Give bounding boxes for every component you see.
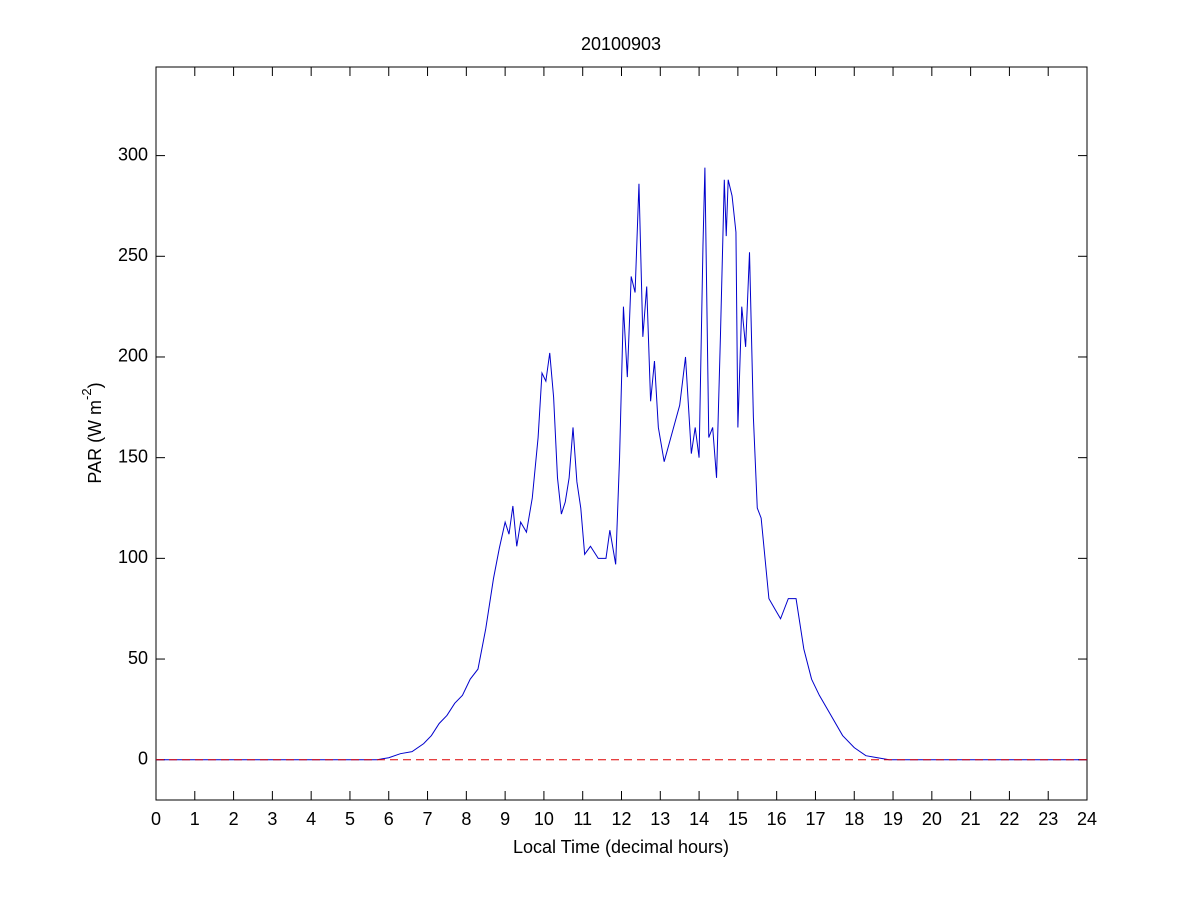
- y-tick-label: 100: [118, 547, 148, 567]
- y-tick-label: 250: [118, 245, 148, 265]
- y-label-superscript: -2: [79, 388, 94, 400]
- x-tick-label: 1: [190, 809, 200, 829]
- y-tick-label: 200: [118, 346, 148, 366]
- plot-box: [155, 66, 1088, 801]
- x-tick-label: 16: [767, 809, 787, 829]
- x-tick-label: 3: [267, 809, 277, 829]
- x-tick-label: 22: [999, 809, 1019, 829]
- y-label-text: PAR (W m: [85, 400, 105, 484]
- y-tick-label: 0: [138, 748, 148, 768]
- chart-title: 20100903: [581, 34, 661, 54]
- x-tick-label: 17: [805, 809, 825, 829]
- x-tick-label: 10: [534, 809, 554, 829]
- x-tick-label: 20: [922, 809, 942, 829]
- x-tick-label: 8: [461, 809, 471, 829]
- x-tick-label: 18: [844, 809, 864, 829]
- x-tick-label: 11: [573, 809, 592, 829]
- x-tick-label: 5: [345, 809, 355, 829]
- x-tick-label: 24: [1077, 809, 1097, 829]
- data-line: [156, 167, 1087, 761]
- x-tick-label: 15: [728, 809, 748, 829]
- x-tick-label: 19: [883, 809, 903, 829]
- y-tick-label: 50: [128, 648, 148, 668]
- x-tick-label: 23: [1038, 809, 1058, 829]
- x-tick-label: 0: [151, 809, 161, 829]
- x-tick-label: 7: [423, 809, 433, 829]
- y-tick-label: 300: [118, 144, 148, 164]
- x-tick-label: 14: [689, 809, 709, 829]
- x-tick-label: 21: [961, 809, 981, 829]
- x-tick-label: 13: [650, 809, 670, 829]
- y-tick-label: 150: [118, 446, 148, 466]
- x-tick-label: 2: [229, 809, 239, 829]
- y-label-suffix: ): [85, 382, 105, 388]
- x-tick-label: 12: [611, 809, 631, 829]
- x-tick-label: 9: [500, 809, 510, 829]
- y-axis-label: PAR (W m-2): [79, 382, 104, 483]
- x-axis-label: Local Time (decimal hours): [513, 837, 729, 857]
- x-tick-label: 4: [306, 809, 316, 829]
- x-tick-label: 6: [384, 809, 394, 829]
